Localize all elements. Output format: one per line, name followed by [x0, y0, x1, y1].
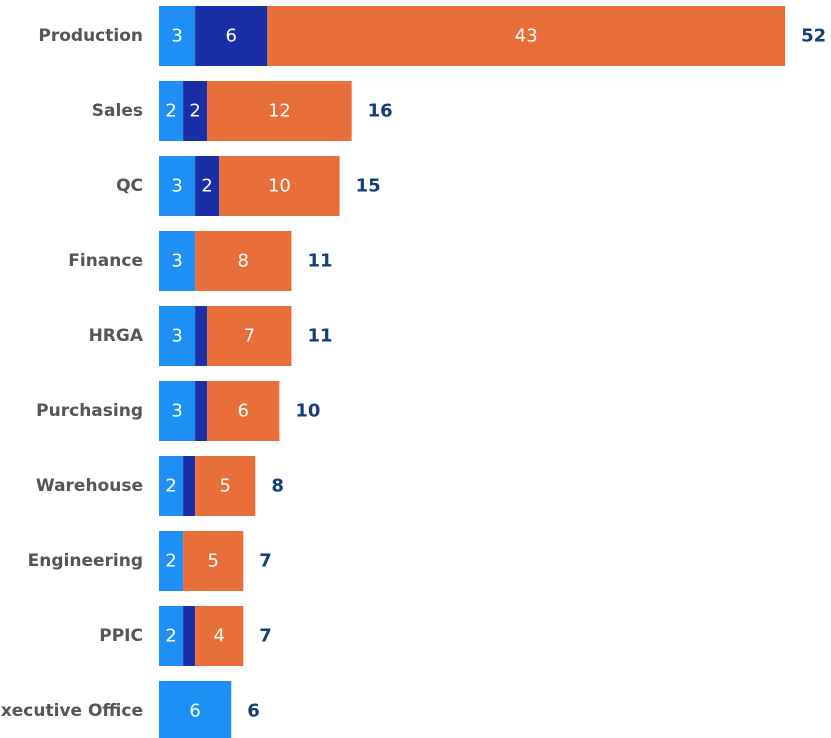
bar-segment: [159, 381, 196, 441]
segment-label: 2: [165, 626, 176, 647]
segment-label: 10: [268, 176, 291, 197]
bar-segment: [159, 6, 196, 66]
segment-label: 7: [244, 326, 255, 347]
bar-segment: [195, 606, 244, 666]
category-label: Finance: [68, 251, 143, 271]
category-label: HRGA: [89, 326, 144, 346]
segment-label: 6: [238, 401, 249, 422]
total-label: 8: [271, 476, 284, 497]
total-label: 11: [307, 326, 332, 347]
segment-label: 2: [201, 176, 212, 197]
category-label: PPIC: [99, 626, 143, 646]
bar-segment: [207, 381, 280, 441]
segment-label: 4: [213, 626, 224, 647]
category-label: Purchasing: [36, 401, 143, 421]
bar-segment: [183, 531, 244, 591]
bar-segment: [195, 6, 268, 66]
segment-label: 3: [171, 326, 182, 347]
bar-segment: [159, 231, 196, 291]
segment-label: 2: [165, 101, 176, 122]
segment-label: 8: [238, 251, 249, 272]
segment-label: 12: [268, 101, 291, 122]
category-label: Production: [38, 26, 143, 46]
total-label: 11: [307, 251, 332, 272]
bar-segment: [207, 81, 352, 141]
category-label: Warehouse: [36, 476, 143, 496]
segment-label: 5: [207, 551, 218, 572]
bar-segment: [207, 306, 292, 366]
segment-label: 6: [189, 701, 200, 722]
bar-segment: [159, 156, 196, 216]
total-label: 16: [368, 101, 393, 122]
segment-label: 2: [165, 476, 176, 497]
bar-segment: [195, 306, 208, 366]
category-label: Engineering: [28, 551, 143, 571]
bar-segment: [183, 606, 196, 666]
bar-segment: [159, 681, 232, 738]
bar-segment: [159, 81, 184, 141]
bar-segment: [195, 156, 220, 216]
bar-segment: [267, 6, 786, 66]
total-label: 10: [295, 401, 320, 422]
segment-label: 2: [189, 101, 200, 122]
total-label: 6: [247, 701, 260, 722]
bar-segment: [159, 531, 184, 591]
segment-label: 3: [171, 26, 182, 47]
segment-label: 3: [171, 251, 182, 272]
bar-segment: [195, 381, 208, 441]
bar-segment: [195, 456, 256, 516]
segment-label: 43: [515, 26, 538, 47]
bar-segment: [159, 456, 184, 516]
category-label: Sales: [92, 101, 143, 121]
category-label: Executive Office: [0, 701, 143, 721]
bar-segment: [219, 156, 340, 216]
bar-segment: [195, 231, 292, 291]
total-label: 7: [259, 626, 272, 647]
segment-label: 6: [226, 26, 237, 47]
segment-label: 3: [171, 176, 182, 197]
bar-segment: [159, 606, 184, 666]
total-label: 52: [801, 26, 826, 47]
segment-label: 3: [171, 401, 182, 422]
total-label: 7: [259, 551, 272, 572]
bar-segment: [183, 456, 196, 516]
segment-label: 2: [165, 551, 176, 572]
bar-segment: [183, 81, 208, 141]
total-label: 15: [356, 176, 381, 197]
segment-label: 5: [219, 476, 230, 497]
category-label: QC: [116, 176, 143, 196]
bar-segment: [159, 306, 196, 366]
